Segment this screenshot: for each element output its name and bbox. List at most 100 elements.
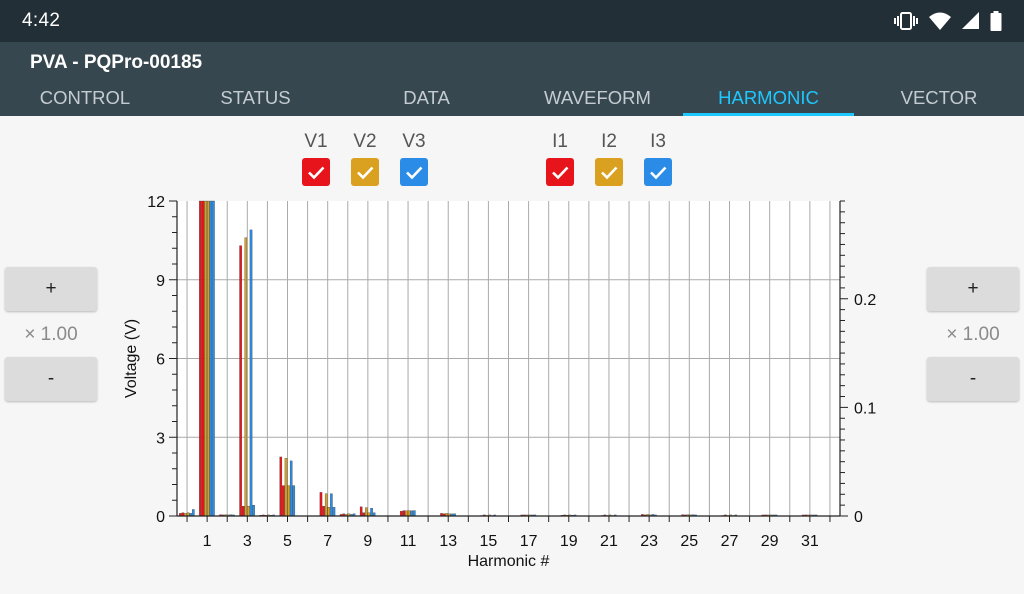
bar-i2-h5 — [287, 485, 290, 517]
bar-v1-h1 — [199, 200, 202, 517]
harmonic-tick-label: 19 — [560, 533, 578, 550]
current-tick-label: 0.1 — [854, 400, 876, 417]
harmonic-tick-label: 15 — [480, 533, 498, 550]
v1-label: V1 — [304, 131, 328, 152]
bar-i2-h3 — [247, 506, 250, 517]
bar-v1-h11 — [400, 511, 403, 517]
check-icon — [308, 166, 325, 180]
v2-label: V2 — [353, 131, 377, 152]
bar-i2-h11 — [407, 510, 411, 517]
bar-v3-h3 — [249, 229, 253, 517]
status-clock: 4:42 — [22, 10, 61, 31]
cell-signal-icon — [962, 12, 979, 29]
bar-i1-h1 — [201, 200, 205, 517]
voltage-zoom-out-button[interactable]: - — [5, 357, 97, 401]
check-icon — [357, 166, 374, 180]
bar-v3-h11 — [410, 510, 413, 517]
current-zoom-in-button[interactable]: + — [927, 267, 1019, 311]
voltage-tick-label: 0 — [156, 509, 165, 526]
i2-checkbox[interactable] — [595, 158, 623, 186]
bar-i2-h7 — [327, 507, 331, 517]
harmonic-tick-label: 31 — [801, 533, 819, 550]
bar-i1-h7 — [322, 506, 325, 517]
bar-v3-h1 — [209, 200, 213, 517]
bar-v1-h5 — [279, 456, 283, 517]
harmonic-tick-label: 21 — [600, 533, 618, 550]
harmonic-tick-label: 1 — [203, 533, 212, 550]
tab-vector[interactable]: VECTOR — [900, 87, 978, 108]
bar-v1-h9 — [359, 506, 363, 517]
tab-waveform[interactable]: WAVEFORM — [544, 87, 651, 108]
harmonic-tick-label: 29 — [761, 533, 779, 550]
v1-checkbox[interactable] — [302, 158, 330, 186]
bar-i3-h1 — [212, 200, 215, 517]
bar-v3-h7 — [330, 493, 333, 517]
bar-v2-h3 — [244, 237, 248, 517]
current-tick-label: 0 — [854, 509, 863, 526]
bar-v2-h1 — [204, 200, 207, 517]
i1-label: I1 — [552, 131, 568, 152]
status-bar: 4:42 — [0, 0, 1024, 42]
x-axis-title: Harmonic # — [468, 553, 550, 570]
harmonic-tick-label: 27 — [721, 533, 739, 550]
bar-i1-h11 — [402, 510, 406, 517]
harmonic-tick-label: 9 — [363, 533, 372, 550]
tab-bar: CONTROL STATUS DATA WAVEFORM HARMONIC VE… — [0, 82, 1024, 116]
bar-i3-h3 — [252, 504, 255, 517]
bar-v1-h3 — [239, 245, 242, 517]
bar-i3-h11 — [413, 510, 416, 517]
voltage-tick-label: 12 — [147, 194, 165, 211]
harmonic-tick-label: 7 — [323, 533, 332, 550]
bar-i2-h1 — [206, 200, 210, 517]
check-icon — [601, 166, 618, 180]
wifi-icon — [929, 12, 951, 30]
check-icon — [406, 166, 423, 180]
bar-v2-h7 — [324, 493, 328, 517]
battery-icon — [990, 11, 1002, 31]
current-tick-label: 0.2 — [854, 292, 876, 309]
v2-checkbox[interactable] — [351, 158, 379, 186]
i2-label: I2 — [601, 131, 617, 152]
bar-v2-h5 — [284, 458, 288, 517]
harmonic-tick-label: 23 — [640, 533, 658, 550]
app-title: PVA - PQPro-00185 — [30, 52, 203, 73]
bar-i3-h5 — [292, 485, 296, 517]
harmonic-tick-label: 3 — [243, 533, 252, 550]
bar-v1-h7 — [319, 492, 323, 517]
bar-i3-h7 — [332, 507, 336, 517]
i1-checkbox[interactable] — [546, 158, 574, 186]
harmonic-tick-label: 25 — [680, 533, 698, 550]
voltage-scale-value: × 1.00 — [24, 324, 78, 345]
tab-control[interactable]: CONTROL — [39, 87, 131, 108]
harmonic-tick-label: 11 — [400, 533, 417, 550]
check-icon — [552, 166, 569, 180]
check-icon — [650, 166, 667, 180]
current-zoom-out-button[interactable]: - — [927, 357, 1019, 401]
bar-i1-h5 — [282, 485, 285, 517]
voltage-axis-title: Voltage (V) — [123, 319, 140, 398]
harmonic-tick-label: 13 — [439, 533, 457, 550]
bar-v2-h11 — [405, 510, 408, 517]
bar-i1-h3 — [241, 506, 245, 517]
harmonic-tick-label: 17 — [520, 533, 538, 550]
harmonic-tick-label: 5 — [283, 533, 292, 550]
vibrate-icon — [894, 12, 918, 30]
tab-data[interactable]: DATA — [403, 87, 450, 108]
bar-i3-h0 — [192, 509, 195, 517]
bar-v3-h9 — [370, 507, 373, 517]
voltage-tick-label: 6 — [156, 352, 165, 369]
voltage-tick-label: 3 — [156, 430, 165, 447]
voltage-tick-label: 9 — [156, 273, 165, 290]
voltage-zoom-in-button[interactable]: + — [5, 267, 97, 311]
tab-harmonic[interactable]: HARMONIC — [683, 82, 854, 116]
v3-label: V3 — [402, 131, 426, 152]
v3-checkbox[interactable] — [400, 158, 428, 186]
bar-v2-h9 — [365, 507, 368, 517]
i3-label: I3 — [650, 131, 666, 152]
current-scale-value: × 1.00 — [946, 324, 1000, 345]
i3-checkbox[interactable] — [644, 158, 672, 186]
tab-status[interactable]: STATUS — [220, 87, 291, 108]
app-bar: PVA - PQPro-00185 CONTROL STATUS DATA WA… — [0, 42, 1024, 116]
bar-v3-h5 — [289, 460, 293, 517]
